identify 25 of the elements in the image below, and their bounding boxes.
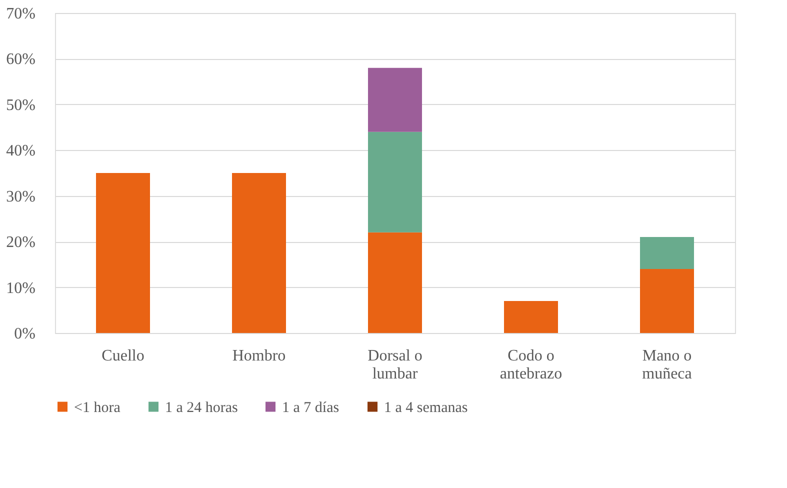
legend-label: 1 a 24 horas <box>165 400 238 416</box>
y-tick-label: 20% <box>6 234 36 252</box>
bar <box>640 237 694 269</box>
x-tick-label: Codo o antebrazo <box>500 348 562 382</box>
bar <box>368 68 422 132</box>
x-tick-label: Hombro <box>232 348 286 364</box>
y-tick-label: 70% <box>6 6 36 22</box>
bar <box>504 301 558 333</box>
legend-label: <1 hora <box>74 400 121 416</box>
x-tick-label: Mano o muñeca <box>642 348 692 382</box>
bar <box>640 269 694 333</box>
y-tick-label: 30% <box>6 188 36 206</box>
x-tick-label: Dorsal o lumbar <box>368 348 422 382</box>
x-tick-label: Cuello <box>102 348 144 364</box>
y-tick-label: 10% <box>6 280 36 297</box>
legend-label: 1 a 4 semanas <box>384 400 468 416</box>
bar <box>96 173 150 333</box>
bar <box>368 232 422 333</box>
y-tick-label: 50% <box>6 96 36 114</box>
bar <box>368 132 422 232</box>
y-tick-label: 0% <box>14 326 36 342</box>
bar <box>232 173 286 333</box>
legend-label: 1 a 7 días <box>282 400 340 416</box>
y-tick-label: 40% <box>6 142 36 160</box>
y-tick-label: 60% <box>6 51 36 68</box>
